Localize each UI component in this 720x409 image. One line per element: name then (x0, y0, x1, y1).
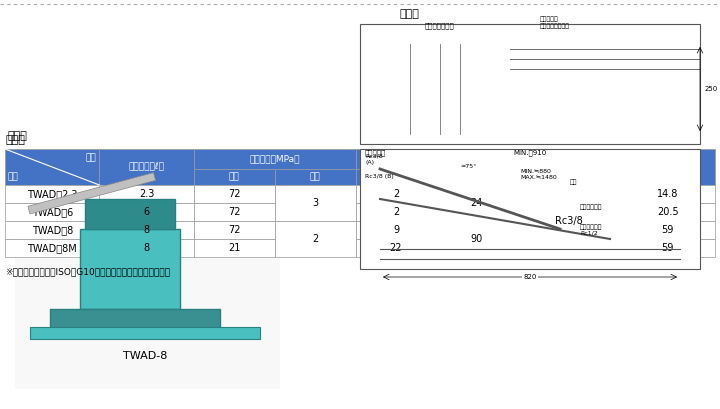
Text: 59: 59 (662, 243, 674, 253)
Text: 2: 2 (393, 207, 399, 217)
Text: 低圧: 低圧 (310, 173, 320, 182)
Text: 形式: 形式 (8, 172, 19, 181)
Bar (194, 169, 274, 185)
Text: 59: 59 (662, 225, 674, 235)
Text: MIN.約910: MIN.約910 (513, 149, 546, 155)
Text: Rc3/8 (B): Rc3/8 (B) (365, 174, 394, 179)
Text: 2.3: 2.3 (139, 189, 154, 199)
Text: 72: 72 (228, 189, 240, 199)
Bar (356, 221, 436, 239)
Text: 取手: 取手 (570, 179, 577, 184)
Bar (274, 169, 356, 185)
Text: 操作吐出量（mℓ/1回）: 操作吐出量（mℓ/1回） (404, 155, 469, 164)
Text: ポート径: ポート径 (558, 162, 580, 171)
Bar (274, 221, 356, 257)
Text: 質量約（kg）: 質量約（kg） (649, 162, 687, 171)
Bar (621, 221, 715, 239)
Bar (621, 239, 715, 257)
Bar (99, 149, 194, 185)
Bar (85, 199, 175, 229)
Text: 仕様表: 仕様表 (8, 131, 28, 141)
Text: 2: 2 (393, 189, 399, 199)
Text: Rc3/8
(A): Rc3/8 (A) (365, 154, 383, 165)
Bar (30, 327, 260, 339)
Bar (436, 185, 517, 221)
Text: 8: 8 (143, 225, 150, 235)
Text: ≈75°: ≈75° (460, 164, 476, 169)
Bar (194, 203, 274, 221)
Text: TWAD－2.3: TWAD－2.3 (27, 189, 78, 199)
Bar (80, 229, 180, 309)
Bar (517, 149, 621, 185)
Bar (99, 203, 194, 221)
Bar (99, 185, 194, 203)
Text: TWAD-8: TWAD-8 (123, 351, 167, 361)
Text: Rc3/8: Rc3/8 (555, 216, 582, 226)
Text: 72: 72 (228, 225, 240, 235)
Bar (356, 203, 436, 221)
Bar (194, 149, 356, 169)
Bar (5, 221, 99, 239)
Bar (5, 185, 99, 203)
Text: 高圧安全弁
アンロードバルブ: 高圧安全弁 アンロードバルブ (540, 17, 570, 29)
Text: 高圧: 高圧 (229, 173, 240, 182)
Text: 吐出圧力（MPa）: 吐出圧力（MPa） (249, 155, 300, 164)
Text: 72: 72 (228, 207, 240, 217)
Text: 20.5: 20.5 (657, 207, 679, 217)
Bar (5, 149, 99, 185)
Bar (356, 239, 436, 257)
Text: TWAD－8M: TWAD－8M (27, 243, 77, 253)
Bar (356, 185, 436, 203)
Text: レリースバルブ: レリースバルブ (425, 22, 455, 29)
Bar (50, 309, 220, 329)
Bar (621, 149, 715, 185)
Text: 項目: 項目 (86, 153, 96, 162)
Bar (517, 185, 621, 257)
Text: 90: 90 (471, 234, 483, 244)
Text: 6: 6 (143, 207, 150, 217)
Bar (356, 149, 517, 169)
Text: 低圧: 低圧 (472, 173, 482, 182)
Bar (621, 203, 715, 221)
Text: MIN.≒880
MAX.≒1480: MIN.≒880 MAX.≒1480 (520, 169, 557, 180)
Bar (436, 169, 517, 185)
Text: 9: 9 (393, 225, 399, 235)
Bar (356, 169, 436, 185)
Text: 21: 21 (228, 243, 240, 253)
Bar (28, 173, 156, 214)
Text: 8: 8 (143, 243, 150, 253)
Bar (621, 185, 715, 203)
Bar (99, 221, 194, 239)
Text: 手動切換弁: 手動切換弁 (365, 149, 386, 155)
Text: ドレンポート
Rc1/2: ドレンポート Rc1/2 (580, 224, 603, 236)
Text: 2: 2 (312, 234, 318, 244)
Text: オイルタンク: オイルタンク (580, 204, 603, 209)
Bar (194, 185, 274, 203)
Text: 820: 820 (523, 274, 536, 280)
Text: 有効油量（ℓ）: 有効油量（ℓ） (129, 162, 165, 171)
Bar (194, 239, 274, 257)
Bar (5, 239, 99, 257)
Text: 22: 22 (390, 243, 402, 253)
Text: TWAD－8: TWAD－8 (32, 225, 73, 235)
Text: 250: 250 (705, 86, 719, 92)
Bar (360, 24, 700, 144)
Bar (99, 239, 194, 257)
Bar (360, 149, 700, 269)
Bar (5, 203, 99, 221)
Text: 24: 24 (471, 198, 483, 208)
Bar (15, 169, 280, 389)
Bar (274, 185, 356, 221)
Text: 仕様表: 仕様表 (5, 135, 25, 145)
Text: ※使用油はマシン油ISOｖG10又は相当品をご使用ください。: ※使用油はマシン油ISOｖG10又は相当品をご使用ください。 (5, 267, 170, 276)
Text: 14.8: 14.8 (657, 189, 678, 199)
Bar (194, 221, 274, 239)
Text: 高圧: 高圧 (390, 173, 401, 182)
Bar (436, 221, 517, 257)
Text: TWAD－6: TWAD－6 (32, 207, 73, 217)
Text: 寸法図: 寸法図 (400, 9, 420, 19)
Text: 3: 3 (312, 198, 318, 208)
